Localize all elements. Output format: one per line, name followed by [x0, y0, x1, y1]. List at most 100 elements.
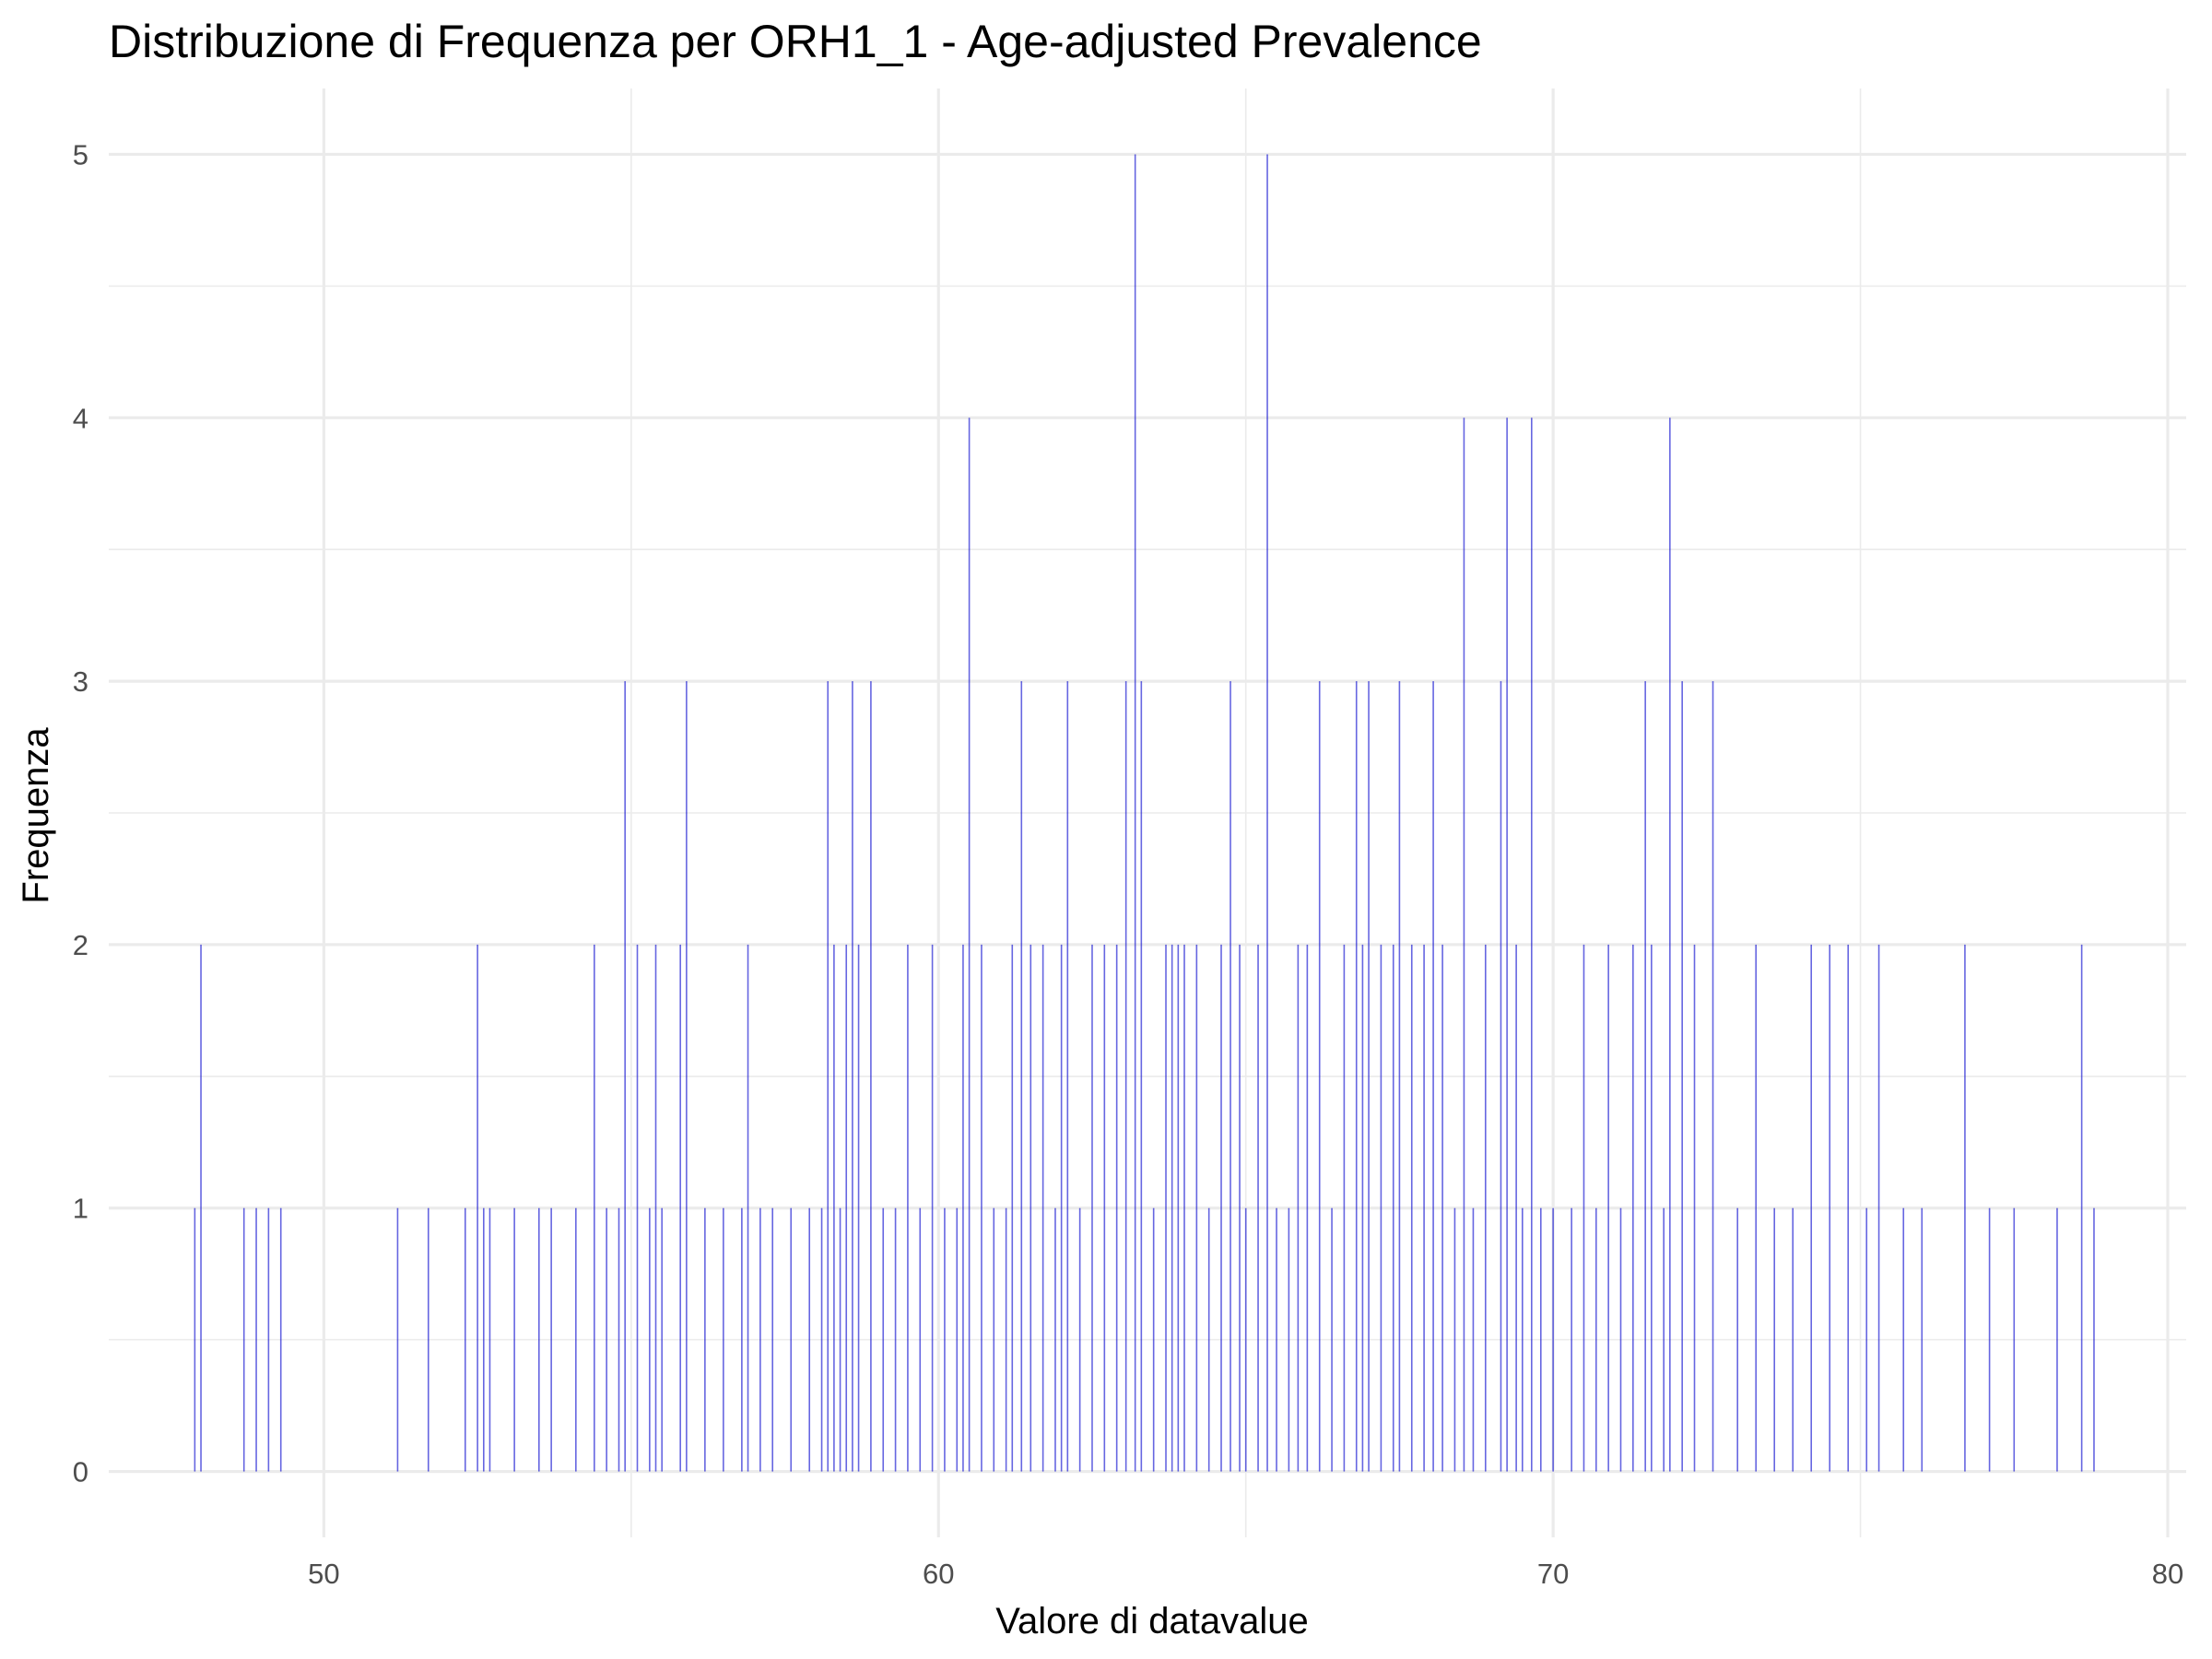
histogram-bar	[550, 1207, 552, 1472]
histogram-bar	[1134, 154, 1136, 1472]
histogram-bar	[1380, 944, 1382, 1472]
x-tick-label: 70	[1537, 1558, 1569, 1590]
histogram-bar	[1441, 944, 1443, 1472]
histogram-bar	[686, 681, 688, 1472]
histogram-bar	[852, 681, 853, 1472]
histogram-bar	[1515, 944, 1517, 1472]
histogram-bar	[1124, 681, 1127, 1472]
histogram-bar	[944, 1207, 946, 1472]
histogram-bars	[194, 154, 2095, 1472]
histogram-bar	[1432, 681, 1434, 1472]
y-axis-tick-labels: 0 1 2 3 4 5	[73, 138, 88, 1488]
histogram-bar	[624, 681, 626, 1472]
histogram-bar	[1078, 1207, 1081, 1472]
histogram-bar	[1463, 418, 1465, 1472]
histogram-bar	[427, 1207, 429, 1472]
histogram-bar	[1607, 944, 1609, 1472]
histogram-bar	[857, 944, 860, 1472]
histogram-bar	[1506, 418, 1508, 1472]
histogram-bar	[1500, 681, 1502, 1472]
histogram-bar	[1343, 944, 1346, 1472]
x-tick-label: 60	[923, 1558, 954, 1590]
histogram-bar	[1392, 944, 1394, 1472]
histogram-bar	[1484, 944, 1487, 1472]
y-tick-label: 1	[73, 1193, 88, 1225]
x-tick-label: 80	[2152, 1558, 2183, 1590]
histogram-bar	[968, 418, 971, 1472]
histogram-bar	[2013, 1207, 2016, 1472]
histogram-bar	[1266, 154, 1268, 1472]
histogram-bar	[1472, 1207, 1475, 1472]
histogram-bar	[827, 681, 830, 1472]
histogram-bar	[1103, 944, 1106, 1472]
histogram-bar	[1693, 944, 1696, 1472]
histogram-bar	[1410, 944, 1413, 1472]
histogram-bar	[1297, 944, 1300, 1472]
histogram-bar	[1595, 1207, 1597, 1472]
histogram-bar	[1288, 1207, 1290, 1472]
histogram-bar	[1773, 1207, 1775, 1472]
histogram-bar	[747, 944, 749, 1472]
histogram-bar	[1207, 1207, 1210, 1472]
histogram-bar	[741, 1207, 743, 1472]
histogram-bar	[618, 1207, 620, 1472]
histogram-bar	[1736, 1207, 1738, 1472]
histogram-bar	[1539, 1207, 1542, 1472]
histogram-bar	[759, 1207, 761, 1472]
histogram-bar	[894, 1207, 897, 1472]
histogram-bar	[704, 1207, 706, 1472]
x-tick-label: 50	[308, 1558, 339, 1590]
histogram-bar	[200, 944, 202, 1472]
histogram-bar	[907, 944, 909, 1472]
histogram-bar	[1171, 944, 1173, 1472]
histogram-bar	[1020, 681, 1023, 1472]
y-tick-label: 0	[73, 1456, 88, 1488]
histogram-bar	[2080, 944, 2083, 1472]
histogram-bar	[1571, 1207, 1572, 1472]
histogram-bar	[1066, 681, 1069, 1472]
histogram-bar	[790, 1207, 793, 1472]
y-tick-label: 2	[73, 929, 88, 961]
histogram-bar	[1669, 418, 1671, 1472]
histogram-bar	[1681, 681, 1683, 1472]
histogram-bar	[1195, 944, 1198, 1472]
histogram-bar	[1663, 1207, 1665, 1472]
histogram-bar	[956, 1207, 959, 1472]
histogram-bar	[513, 1207, 515, 1472]
histogram-bar	[2093, 1207, 2095, 1472]
histogram-bar	[1651, 944, 1653, 1472]
histogram-bar	[962, 944, 964, 1472]
histogram-bar	[1140, 681, 1143, 1472]
histogram-bar	[279, 1207, 282, 1472]
histogram-bar	[1091, 944, 1093, 1472]
histogram-bar	[654, 944, 657, 1472]
histogram-bar	[1902, 1207, 1905, 1472]
histogram-bar	[1239, 944, 1241, 1472]
histogram-bar	[1632, 944, 1634, 1472]
histogram-bar	[919, 1207, 922, 1472]
x-axis-title: Valore di datavalue	[995, 1601, 1309, 1641]
histogram-bar	[477, 944, 478, 1472]
histogram-bar	[1921, 1207, 1924, 1472]
histogram-bar	[1230, 681, 1231, 1472]
histogram-bar	[1331, 1207, 1333, 1472]
histogram-bar	[396, 1207, 399, 1472]
histogram-bar	[1368, 681, 1370, 1472]
y-tick-label: 5	[73, 138, 88, 171]
histogram-bar	[1792, 1207, 1794, 1472]
x-axis-tick-labels: 50 60 70 80	[308, 1558, 2183, 1590]
histogram-bar	[2056, 1207, 2058, 1472]
histogram-bar	[679, 944, 681, 1472]
histogram-bar	[488, 1207, 491, 1472]
histogram-bar	[993, 1207, 995, 1472]
histogram-bar	[1177, 944, 1180, 1472]
histogram-bar	[242, 1207, 245, 1472]
histogram-bar	[1220, 944, 1222, 1472]
histogram-bar	[839, 1207, 841, 1472]
histogram-bar	[1054, 1207, 1056, 1472]
histogram-bar	[771, 1207, 774, 1472]
histogram-bar	[606, 1207, 607, 1472]
